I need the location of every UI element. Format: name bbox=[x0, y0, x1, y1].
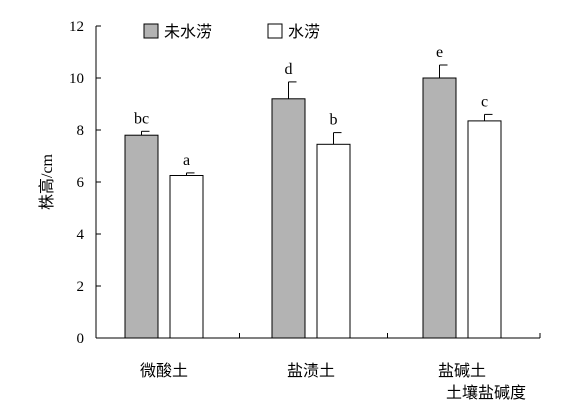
bar bbox=[467, 120, 502, 339]
y-tick-label: 6 bbox=[77, 175, 85, 191]
bar bbox=[169, 175, 204, 339]
bar bbox=[316, 143, 351, 339]
y-tick-label: 12 bbox=[69, 19, 84, 35]
x-tick-label: 微酸土 bbox=[140, 361, 188, 380]
bar bbox=[271, 98, 306, 339]
y-tick-label: 4 bbox=[77, 227, 85, 243]
significance-label: c bbox=[481, 93, 488, 110]
significance-label: b bbox=[330, 112, 338, 129]
x-tick-label: 盐渍土 bbox=[287, 361, 335, 380]
y-tick-label: 10 bbox=[69, 71, 84, 87]
bar bbox=[422, 77, 457, 339]
x-tick-label: 盐碱土 bbox=[438, 361, 486, 380]
significance-label: a bbox=[183, 152, 190, 169]
legend-label: 水涝 bbox=[288, 22, 320, 41]
x-axis-title: 土壤盐碱度 bbox=[446, 383, 526, 402]
bar bbox=[124, 134, 159, 339]
y-tick-label: 0 bbox=[77, 331, 85, 347]
y-tick-label: 8 bbox=[77, 123, 85, 139]
legend-swatch bbox=[143, 23, 159, 39]
significance-label: d bbox=[285, 61, 293, 78]
chart-bars bbox=[124, 64, 502, 339]
significance-label: e bbox=[436, 44, 443, 61]
y-axis-title: 株高/cm bbox=[38, 153, 56, 210]
legend-swatch bbox=[267, 23, 283, 39]
significance-label: bc bbox=[134, 110, 149, 127]
y-tick-label: 2 bbox=[77, 279, 85, 295]
legend-label: 未水涝 bbox=[164, 22, 212, 41]
chart-legend: 未水涝 水涝 bbox=[143, 22, 320, 41]
